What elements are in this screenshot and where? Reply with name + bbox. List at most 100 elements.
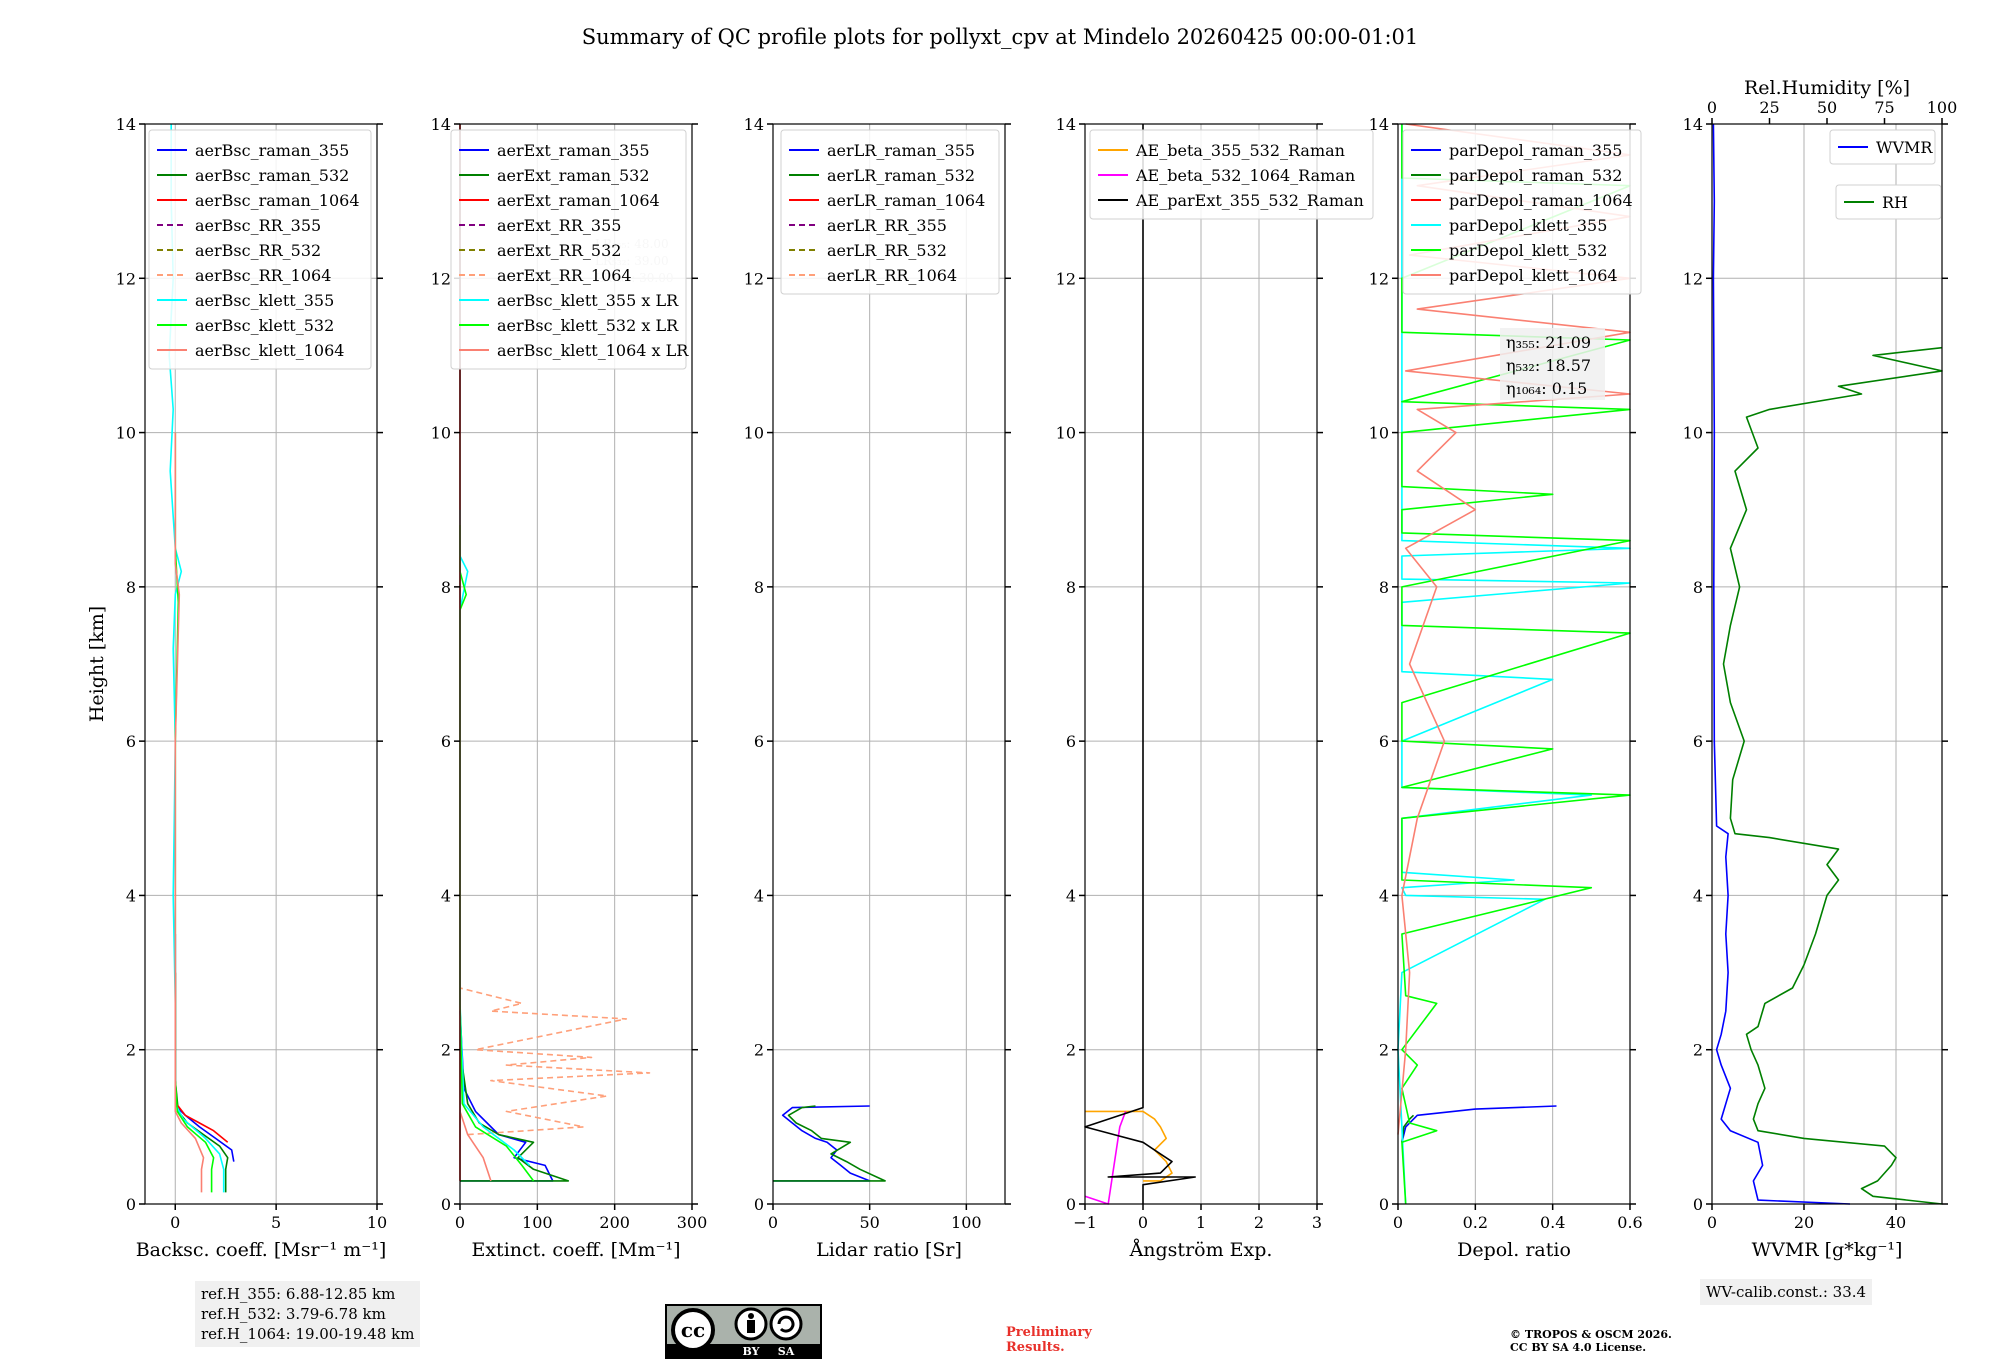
legend-label: aerLR_RR_355 [827,216,947,235]
copyright-note: © TROPOS & OSCM 2026. CC BY SA 4.0 Licen… [1510,1328,1672,1354]
legend-label: aerBsc_klett_532 x LR [497,316,679,335]
legend-label: parDepol_raman_532 [1449,166,1622,185]
legend-label: aerLR_raman_355 [827,141,975,160]
legend-label: aerBsc_klett_355 x LR [497,291,679,310]
cc-badge-text: cc [681,1318,705,1342]
x-axis-label: Backsc. coeff. [Msr⁻¹ m⁻¹] [136,1239,387,1261]
y-tick-label: 6 [1066,732,1076,751]
legend-label: aerBsc_klett_1064 x LR [497,341,689,360]
x-tick-label: 0 [1393,1213,1403,1232]
legend-label: aerBsc_RR_355 [195,216,321,235]
y-tick-label: 10 [431,424,451,443]
y-tick-label: 4 [441,886,451,905]
cc-by-label: BY [743,1345,760,1358]
y-tick-label: 12 [744,269,764,288]
legend-label: aerBsc_RR_1064 [195,266,331,285]
wv-calib-box: WV-calib.const.: 33.4 [1700,1279,1873,1305]
series-line [459,957,651,1136]
panel-lidar_ratio: 0 2 4 6 8 10 12 14 0 50 100 Lidar ratio [Sr] aerLR_r… [744,115,1011,1261]
y-tick-label: 14 [744,115,764,134]
legend-label: aerLR_RR_1064 [827,266,957,285]
legend: aerBsc_raman_355 aerBsc_raman_532 aerBsc_r… [148,129,372,370]
y-tick-label: 0 [441,1195,451,1214]
legend-label: parDepol_raman_355 [1449,141,1622,160]
series-line [174,934,235,1162]
top-x-tick-label: 50 [1817,98,1837,117]
x-axis-label: Extinct. coeff. [Mm⁻¹] [471,1239,680,1261]
legend-label: aerBsc_raman_532 [195,166,349,185]
series-line [174,972,229,1193]
legend-label: WVMR [1876,138,1933,157]
legend-label: AE_beta_355_532_Raman [1135,141,1345,160]
y-tick-label: 2 [441,1041,451,1060]
legend: AE_beta_355_532_Raman AE_beta_532_1064_Ra… [1089,129,1374,220]
top-x-tick-label: 75 [1874,98,1894,117]
y-tick-label: 14 [431,115,451,134]
x-tick-label: 0 [1707,1213,1717,1232]
annotation-text: η₅₃₂: 18.57 [1506,356,1591,375]
series-line [1712,123,1851,1205]
x-axis-label: Depol. ratio [1457,1239,1571,1261]
y-tick-label: 4 [1693,886,1703,905]
x-tick-label: 10 [367,1213,387,1232]
x-tick-label: 50 [859,1213,879,1232]
legend-label: aerExt_RR_1064 [497,266,632,285]
top-x-axis-label: Rel.Humidity [%] [1744,77,1910,99]
y-tick-label: 8 [1379,578,1389,597]
legend-label: aerLR_RR_532 [827,241,947,260]
axes-frame [144,123,378,1205]
legend-box [1402,129,1642,295]
y-tick-label: 12 [1369,269,1389,288]
x-tick-label: 200 [599,1213,630,1232]
preliminary-line-2: Results. [1006,1340,1065,1355]
x-tick-label: 20 [1794,1213,1814,1232]
x-tick-label: 0 [768,1213,778,1232]
legend-label: aerLR_raman_1064 [827,191,985,210]
y-tick-label: 6 [1693,732,1703,751]
x-tick-label: 2 [1254,1213,1264,1232]
y-tick-label: 6 [754,732,764,751]
x-tick-label: 0.6 [1617,1213,1642,1232]
legend-label: aerBsc_raman_1064 [195,191,360,210]
axes-frame [772,123,1006,1205]
y-tick-label: 4 [1066,886,1076,905]
legend-label: parDepol_klett_1064 [1449,266,1618,285]
y-tick-label: 8 [754,578,764,597]
legend: WVMR RH [1829,129,1942,220]
legend: aerLR_raman_355 aerLR_raman_532 aerLR_rama… [780,129,1000,295]
legend-label: aerExt_raman_355 [497,141,650,160]
y-tick-label: 6 [441,732,451,751]
x-tick-label: 0 [1138,1213,1148,1232]
x-tick-label: 300 [677,1213,708,1232]
x-tick-label: 5 [271,1213,281,1232]
axes-frame [1397,123,1631,1205]
x-tick-label: 100 [951,1213,982,1232]
y-tick-label: 8 [126,578,136,597]
y-tick-label: 6 [126,732,136,751]
series-line [1401,1105,1557,1143]
cc-by-sa-icon: cc BY SA [665,1304,822,1359]
x-axis-label: WVMR [g*kg⁻¹] [1752,1239,1903,1261]
y-tick-label: 14 [116,115,136,134]
y-tick-label: 14 [1056,115,1076,134]
legend-box [148,129,372,370]
figure-title: Summary of QC profile plots for pollyxt_… [582,25,1419,49]
y-tick-label: 4 [126,886,136,905]
y-tick-label: 12 [431,269,451,288]
legend-label: AE_parExt_355_532_Raman [1135,191,1364,210]
legend-box [1089,129,1374,220]
reference-heights-box: ref.H_355: 6.88-12.85 km ref.H_532: 3.79… [195,1281,421,1347]
legend-label: aerBsc_raman_355 [195,141,349,160]
panel-depol: 0 2 4 6 8 10 12 14 0 0.2 0.4 0.6 Depol. ratio η₃₅₅: 2… [1369,115,1643,1261]
legend-box [1835,184,1942,220]
series-line [1084,1111,1127,1205]
legend-box [780,129,1000,295]
annotation-text: η₁₀₆₄: 0.15 [1506,379,1587,398]
legend-label: parDepol_klett_355 [1449,216,1607,235]
legend-label: aerExt_RR_355 [497,216,621,235]
y-tick-label: 10 [1683,424,1703,443]
y-tick-label: 10 [1369,424,1389,443]
y-tick-label: 6 [1379,732,1389,751]
